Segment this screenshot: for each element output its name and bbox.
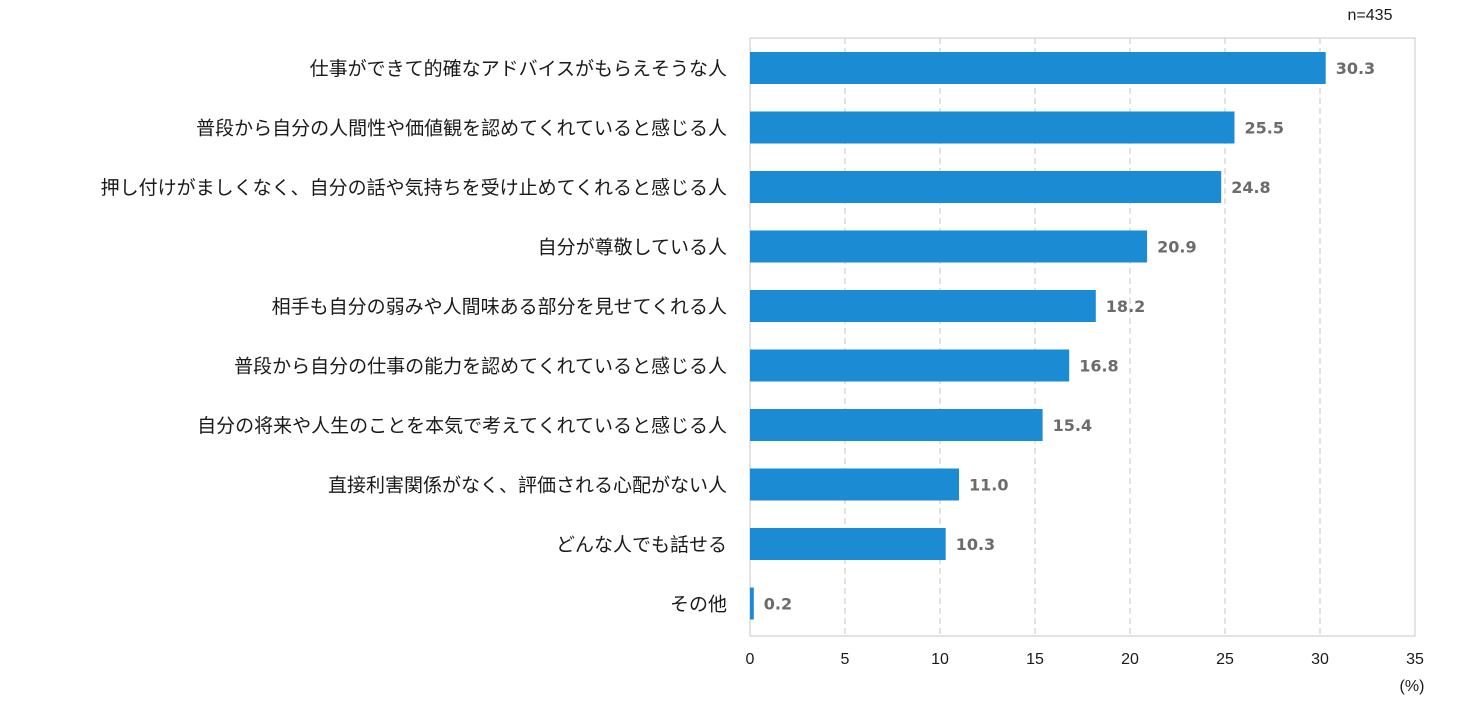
plot-area-border [749,37,1416,637]
value-label: 11.0 [969,476,1008,495]
x-tick-label: 35 [1406,651,1424,668]
value-label: 20.9 [1157,238,1196,257]
value-label: 10.3 [956,535,995,554]
category-labels: 仕事ができて的確なアドバイスがもらえそうな人普段から自分の人間性や価値観を認めて… [101,58,727,616]
x-tick-label: 5 [841,651,850,668]
bar [750,349,1070,382]
value-label: 0.2 [764,595,792,614]
x-tick-label: 0 [746,651,755,668]
bar [750,171,1222,203]
bar [750,587,754,620]
category-label: その他 [670,594,727,616]
bar [750,230,1148,263]
bar [750,468,959,501]
x-axis-ticks: 0 5 10 15 20 25 30 35 [746,651,1424,668]
bar [750,111,1235,144]
category-label: 普段から自分の人間性や価値観を認めてくれていると感じる人 [196,118,727,140]
category-label: どんな人でも話せる [556,534,727,556]
value-label: 24.8 [1231,178,1270,197]
value-label: 30.3 [1336,59,1375,78]
value-label: 16.8 [1079,357,1118,376]
x-tick-label: 20 [1121,651,1139,668]
category-label: 押し付けがましくなく、自分の話や気持ちを受け止めてくれると感じる人 [101,177,727,199]
category-label: 自分が尊敬している人 [538,237,727,259]
category-label: 直接利害関係がなく、評価される心配がない人 [328,475,727,497]
value-labels: 30.3 25.5 24.8 20.9 18.2 16.8 15.4 11.0 10.3 0.2 [764,59,1375,614]
x-tick-label: 30 [1311,651,1329,668]
value-label: 15.4 [1053,416,1092,435]
bars [750,52,1326,620]
x-tick-label: 15 [1026,651,1044,668]
category-label: 普段から自分の仕事の能力を認めてくれていると感じる人 [234,356,727,378]
category-label: 仕事ができて的確なアドバイスがもらえそうな人 [310,58,727,80]
bar [750,290,1096,322]
plot-frame [749,37,1416,637]
bar [750,52,1326,84]
axis-unit-label: (%) [1400,678,1425,695]
sample-size-note: n=435 [1348,7,1393,24]
value-label: 25.5 [1245,119,1284,138]
bar [750,528,946,560]
x-tick-label: 10 [931,651,949,668]
category-label: 相手も自分の弱みや人間味ある部分を見せてくれる人 [272,296,727,318]
value-label: 18.2 [1106,297,1145,316]
bar [750,409,1043,441]
category-label: 自分の将来や人生のことを本気で考えてくれていると感じる人 [197,415,727,437]
x-tick-label: 25 [1216,651,1234,668]
